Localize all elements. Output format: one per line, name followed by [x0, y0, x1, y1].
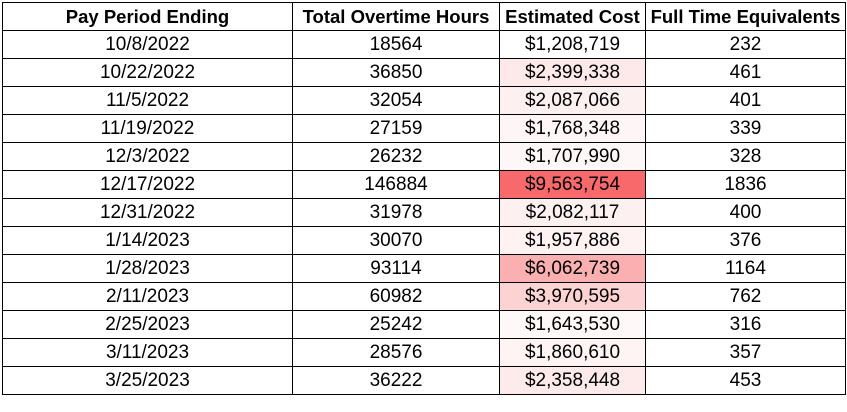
header-total-overtime-hours: Total Overtime Hours: [292, 2, 500, 31]
cell-estimated-cost: $1,208,719: [499, 30, 646, 59]
table-row: 12/31/2022 31978 $2,082,117 400: [2, 198, 846, 227]
header-full-time-equivalents: Full Time Equivalents: [645, 2, 846, 31]
cell-pay-period: 3/25/2023: [2, 366, 293, 395]
cell-overtime-hours: 60982: [292, 282, 500, 311]
cell-fte: 461: [645, 58, 846, 87]
table-row: 2/25/2023 25242 $1,643,530 316: [2, 310, 846, 339]
table-row: 10/22/2022 36850 $2,399,338 461: [2, 58, 846, 87]
cell-pay-period: 11/5/2022: [2, 86, 293, 115]
cell-estimated-cost: $9,563,754: [499, 170, 646, 199]
table-row: 12/17/2022 146884 $9,563,754 1836: [2, 170, 846, 199]
cell-overtime-hours: 31978: [292, 198, 500, 227]
table-header: Pay Period Ending Total Overtime Hours E…: [2, 2, 846, 31]
table-row: 10/8/2022 18564 $1,208,719 232: [2, 30, 846, 59]
cell-estimated-cost: $6,062,739: [499, 254, 646, 283]
cell-pay-period: 11/19/2022: [2, 114, 293, 143]
cell-pay-period: 2/11/2023: [2, 282, 293, 311]
table-row: 1/28/2023 93114 $6,062,739 1164: [2, 254, 846, 283]
table-row: 3/25/2023 36222 $2,358,448 453: [2, 366, 846, 395]
cell-estimated-cost: $1,707,990: [499, 142, 646, 171]
cell-overtime-hours: 18564: [292, 30, 500, 59]
table-row: 2/11/2023 60982 $3,970,595 762: [2, 282, 846, 311]
cell-estimated-cost: $1,957,886: [499, 226, 646, 255]
table-body: 10/8/2022 18564 $1,208,719 232 10/22/202…: [2, 30, 846, 395]
cell-overtime-hours: 30070: [292, 226, 500, 255]
cell-overtime-hours: 27159: [292, 114, 500, 143]
overtime-table: Pay Period Ending Total Overtime Hours E…: [2, 2, 846, 395]
header-pay-period-ending: Pay Period Ending: [2, 2, 293, 31]
cell-fte: 376: [645, 226, 846, 255]
cell-fte: 1164: [645, 254, 846, 283]
cell-pay-period: 2/25/2023: [2, 310, 293, 339]
cell-pay-period: 12/17/2022: [2, 170, 293, 199]
table-row: 11/5/2022 32054 $2,087,066 401: [2, 86, 846, 115]
cell-overtime-hours: 36222: [292, 366, 500, 395]
cell-fte: 1836: [645, 170, 846, 199]
cell-overtime-hours: 36850: [292, 58, 500, 87]
cell-fte: 328: [645, 142, 846, 171]
cell-overtime-hours: 93114: [292, 254, 500, 283]
header-row: Pay Period Ending Total Overtime Hours E…: [2, 2, 846, 31]
cell-pay-period: 10/22/2022: [2, 58, 293, 87]
cell-overtime-hours: 25242: [292, 310, 500, 339]
cell-estimated-cost: $2,082,117: [499, 198, 646, 227]
cell-fte: 762: [645, 282, 846, 311]
cell-overtime-hours: 28576: [292, 338, 500, 367]
cell-overtime-hours: 32054: [292, 86, 500, 115]
cell-fte: 401: [645, 86, 846, 115]
cell-fte: 316: [645, 310, 846, 339]
cell-pay-period: 1/14/2023: [2, 226, 293, 255]
table-row: 3/11/2023 28576 $1,860,610 357: [2, 338, 846, 367]
table-row: 11/19/2022 27159 $1,768,348 339: [2, 114, 846, 143]
cell-estimated-cost: $1,768,348: [499, 114, 646, 143]
cell-pay-period: 3/11/2023: [2, 338, 293, 367]
cell-estimated-cost: $1,643,530: [499, 310, 646, 339]
cell-fte: 232: [645, 30, 846, 59]
cell-estimated-cost: $2,399,338: [499, 58, 646, 87]
cell-overtime-hours: 26232: [292, 142, 500, 171]
table-row: 12/3/2022 26232 $1,707,990 328: [2, 142, 846, 171]
cell-pay-period: 12/3/2022: [2, 142, 293, 171]
cell-overtime-hours: 146884: [292, 170, 500, 199]
cell-estimated-cost: $1,860,610: [499, 338, 646, 367]
table-row: 1/14/2023 30070 $1,957,886 376: [2, 226, 846, 255]
cell-fte: 357: [645, 338, 846, 367]
cell-estimated-cost: $2,087,066: [499, 86, 646, 115]
cell-estimated-cost: $2,358,448: [499, 366, 646, 395]
cell-pay-period: 12/31/2022: [2, 198, 293, 227]
cell-fte: 339: [645, 114, 846, 143]
cell-fte: 400: [645, 198, 846, 227]
cell-fte: 453: [645, 366, 846, 395]
cell-pay-period: 10/8/2022: [2, 30, 293, 59]
header-estimated-cost: Estimated Cost: [499, 2, 646, 31]
cell-estimated-cost: $3,970,595: [499, 282, 646, 311]
cell-pay-period: 1/28/2023: [2, 254, 293, 283]
